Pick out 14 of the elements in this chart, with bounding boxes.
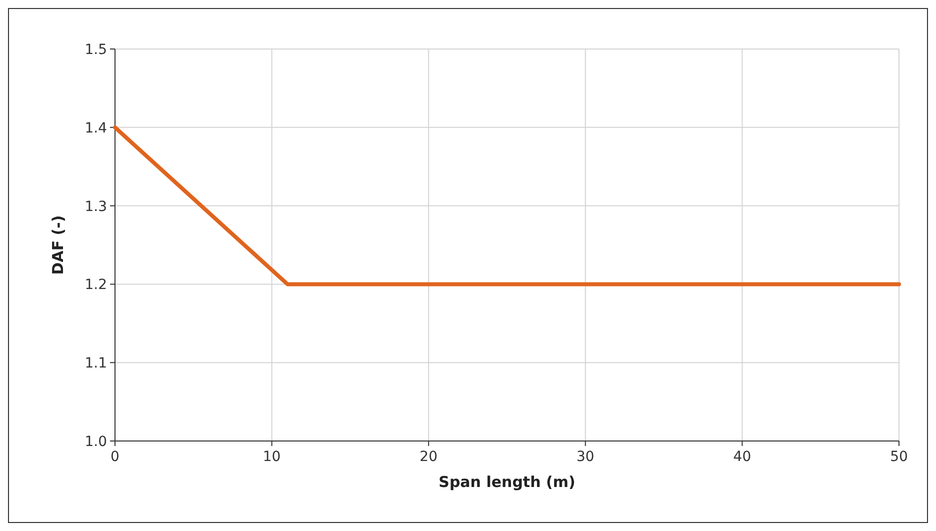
x-tick-label: 50 (890, 449, 908, 465)
y-tick-label: 1.1 (84, 356, 107, 372)
x-axis-title: Span length (m) (438, 473, 576, 491)
x-tick-label: 30 (576, 449, 594, 465)
y-tick-label: 1.5 (84, 42, 107, 58)
y-tick-label: 1.0 (84, 434, 107, 450)
y-tick-label: 1.4 (84, 120, 108, 136)
x-tick-label: 20 (420, 449, 438, 465)
y-axis-title: DAF (-) (49, 215, 67, 275)
y-tick-label: 1.3 (84, 198, 107, 215)
x-tick-label: 10 (262, 449, 281, 465)
y-tick-label: 1.2 (84, 277, 107, 294)
x-tick-label: 0 (110, 449, 120, 465)
x-tick-label: 40 (733, 449, 752, 465)
